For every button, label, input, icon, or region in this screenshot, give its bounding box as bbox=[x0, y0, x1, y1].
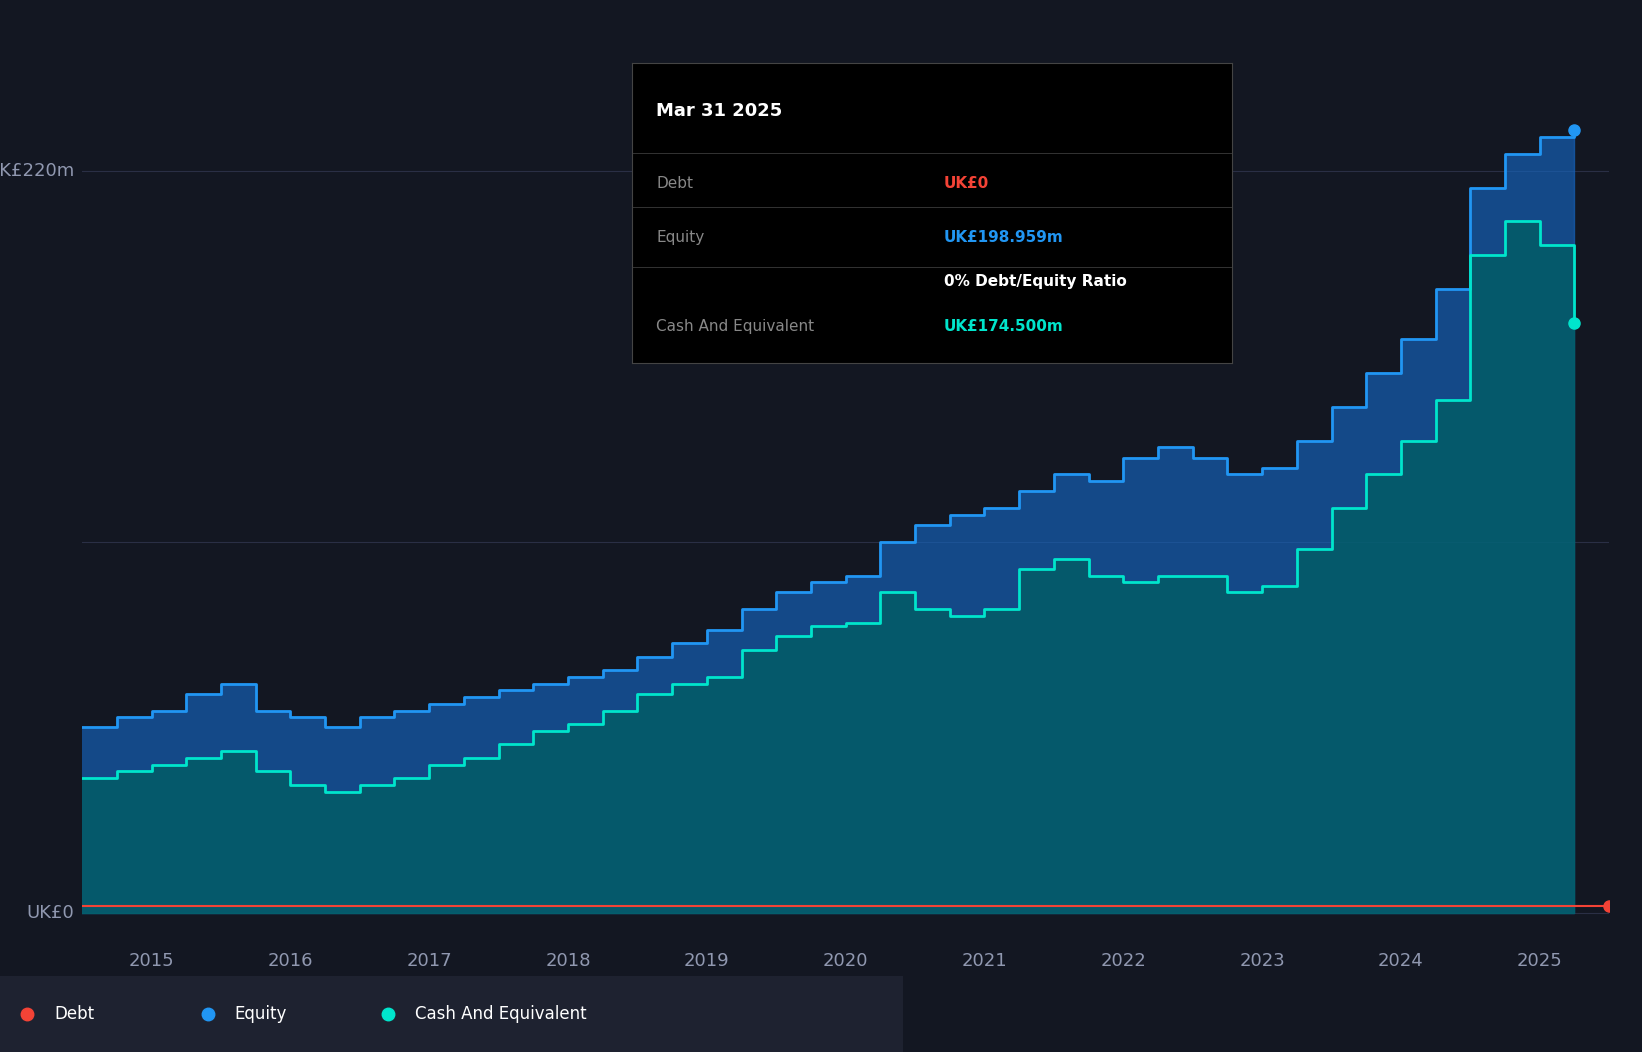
Text: Cash And Equivalent: Cash And Equivalent bbox=[415, 1005, 588, 1024]
Text: Debt: Debt bbox=[657, 176, 693, 190]
Text: 0% Debt/Equity Ratio: 0% Debt/Equity Ratio bbox=[944, 275, 1126, 289]
Text: UK£198.959m: UK£198.959m bbox=[944, 229, 1064, 244]
Text: Debt: Debt bbox=[54, 1005, 94, 1024]
Text: Equity: Equity bbox=[235, 1005, 287, 1024]
Text: UK£174.500m: UK£174.500m bbox=[944, 320, 1064, 335]
Text: Equity: Equity bbox=[657, 229, 704, 244]
Text: UK£220m: UK£220m bbox=[0, 162, 74, 180]
Text: Cash And Equivalent: Cash And Equivalent bbox=[657, 320, 814, 335]
Text: UK£0: UK£0 bbox=[944, 176, 988, 190]
Text: Mar 31 2025: Mar 31 2025 bbox=[657, 102, 782, 120]
Text: UK£0: UK£0 bbox=[26, 904, 74, 922]
